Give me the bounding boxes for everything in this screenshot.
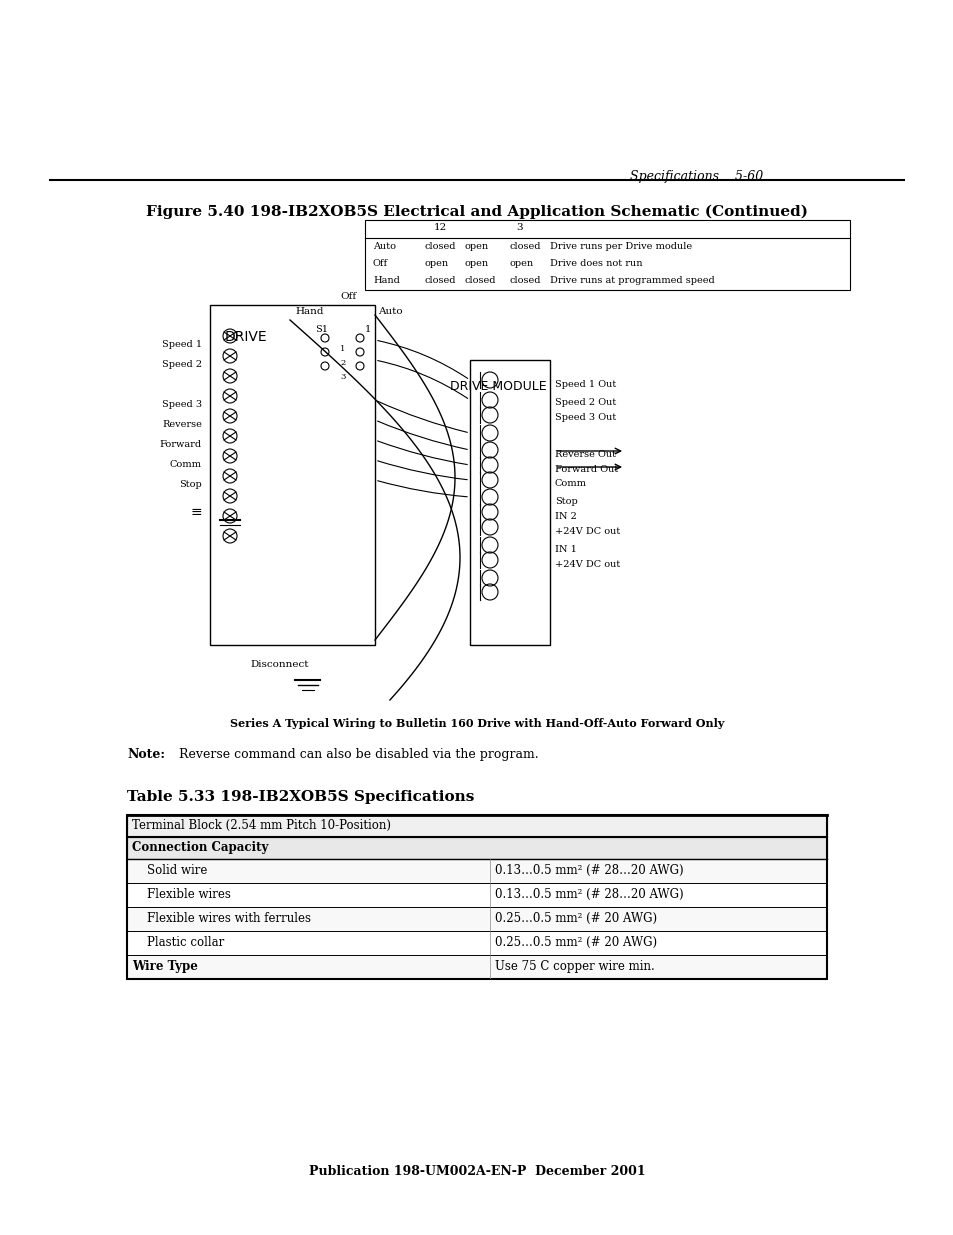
Text: Speed 2 Out: Speed 2 Out — [555, 398, 616, 408]
Bar — [210, 305, 375, 645]
Bar — [470, 359, 550, 645]
Text: Off: Off — [339, 291, 355, 301]
Text: Comm: Comm — [555, 479, 586, 488]
Text: Drive runs per Drive module: Drive runs per Drive module — [550, 242, 691, 251]
Text: Connection Capacity: Connection Capacity — [132, 841, 268, 853]
Bar — [127, 815, 826, 837]
Text: Use 75 C copper wire min.: Use 75 C copper wire min. — [495, 960, 654, 973]
Text: Drive runs at programmed speed: Drive runs at programmed speed — [550, 275, 714, 285]
Text: Speed 3: Speed 3 — [162, 400, 202, 409]
Text: closed: closed — [510, 275, 541, 285]
Text: closed: closed — [464, 275, 496, 285]
Bar — [127, 955, 826, 979]
Text: DRIVE: DRIVE — [225, 330, 268, 345]
Text: open: open — [510, 259, 534, 268]
Text: Disconnect: Disconnect — [250, 659, 308, 669]
Text: open: open — [424, 259, 449, 268]
Text: Specifications    5-60: Specifications 5-60 — [629, 170, 762, 183]
Text: 0.13…0.5 mm² (# 28…20 AWG): 0.13…0.5 mm² (# 28…20 AWG) — [495, 864, 683, 877]
Text: open: open — [464, 259, 489, 268]
Text: Hand: Hand — [294, 308, 323, 316]
Text: +24V DC out: +24V DC out — [555, 559, 619, 569]
Bar — [127, 815, 826, 979]
Text: 1: 1 — [365, 325, 371, 333]
Text: DRIVE MODULE: DRIVE MODULE — [450, 380, 546, 393]
Text: Hand: Hand — [373, 275, 399, 285]
Text: 0.25…0.5 mm² (# 20 AWG): 0.25…0.5 mm² (# 20 AWG) — [495, 911, 657, 925]
Text: Off: Off — [373, 259, 388, 268]
Text: Speed 3 Out: Speed 3 Out — [555, 412, 616, 422]
Text: Reverse command can also be disabled via the program.: Reverse command can also be disabled via… — [174, 748, 538, 761]
Bar — [365, 220, 849, 290]
Text: Flexible wires: Flexible wires — [132, 888, 231, 902]
Text: +24V DC out: +24V DC out — [555, 527, 619, 536]
Text: Forward Out: Forward Out — [555, 466, 618, 474]
Text: Solid wire: Solid wire — [132, 864, 207, 877]
Text: closed: closed — [424, 275, 456, 285]
Text: Reverse: Reverse — [162, 420, 202, 429]
Text: IN 2: IN 2 — [555, 513, 577, 521]
Text: 0.25…0.5 mm² (# 20 AWG): 0.25…0.5 mm² (# 20 AWG) — [495, 936, 657, 948]
Text: open: open — [464, 242, 489, 251]
Text: Drive does not run: Drive does not run — [550, 259, 641, 268]
Text: 0.13…0.5 mm² (# 28…20 AWG): 0.13…0.5 mm² (# 28…20 AWG) — [495, 888, 683, 902]
Text: Auto: Auto — [373, 242, 395, 251]
Text: 12: 12 — [433, 224, 446, 232]
Text: Forward: Forward — [160, 440, 202, 450]
Bar — [127, 860, 826, 883]
Text: Auto: Auto — [377, 308, 402, 316]
Text: Speed 2: Speed 2 — [162, 359, 202, 369]
Text: Speed 1: Speed 1 — [162, 340, 202, 350]
Bar — [127, 931, 826, 955]
Text: Figure 5.40 198-IB2XOB5S Electrical and Application Schematic (Continued): Figure 5.40 198-IB2XOB5S Electrical and … — [146, 205, 807, 220]
Text: Table 5.33 198-IB2XOB5S Specifications: Table 5.33 198-IB2XOB5S Specifications — [127, 790, 474, 804]
Text: closed: closed — [510, 242, 541, 251]
Text: Stop: Stop — [179, 480, 202, 489]
Text: 3: 3 — [517, 224, 523, 232]
Text: IN 1: IN 1 — [555, 545, 577, 555]
Text: S1: S1 — [314, 325, 328, 333]
Bar — [127, 906, 826, 931]
Text: Note:: Note: — [127, 748, 165, 761]
Text: 2: 2 — [339, 359, 345, 367]
Text: 3: 3 — [339, 373, 345, 382]
Text: Series A Typical Wiring to Bulletin 160 Drive with Hand-Off-Auto Forward Only: Series A Typical Wiring to Bulletin 160 … — [230, 718, 723, 729]
Text: closed: closed — [424, 242, 456, 251]
Text: Flexible wires with ferrules: Flexible wires with ferrules — [132, 911, 311, 925]
Text: Reverse Out: Reverse Out — [555, 450, 616, 459]
Text: ≡: ≡ — [191, 505, 202, 519]
Text: Publication 198-UM002A-EN-P  December 2001: Publication 198-UM002A-EN-P December 200… — [309, 1165, 644, 1178]
Text: Plastic collar: Plastic collar — [132, 936, 224, 948]
Text: Comm: Comm — [170, 459, 202, 469]
Text: Stop: Stop — [555, 496, 578, 506]
Text: Wire Type: Wire Type — [132, 960, 197, 973]
Bar — [127, 883, 826, 906]
Text: Speed 1 Out: Speed 1 Out — [555, 380, 616, 389]
Text: Terminal Block (2.54 mm Pitch 10-Position): Terminal Block (2.54 mm Pitch 10-Positio… — [132, 819, 391, 832]
Bar — [127, 837, 826, 860]
Text: 1: 1 — [339, 345, 345, 353]
